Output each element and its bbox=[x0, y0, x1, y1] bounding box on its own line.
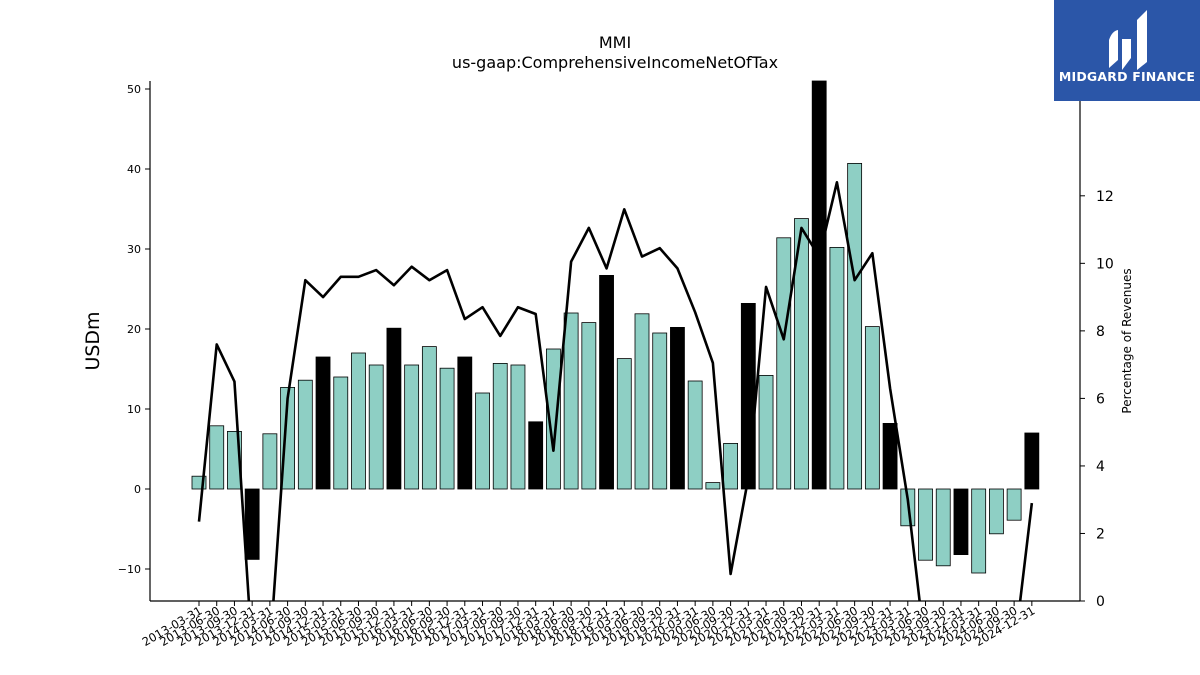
y2-tick-label: 6 bbox=[1096, 391, 1105, 407]
line-series bbox=[197, 181, 1034, 601]
bar bbox=[510, 364, 526, 490]
bar bbox=[935, 488, 951, 567]
bar bbox=[492, 362, 508, 490]
bar bbox=[244, 488, 260, 560]
bar bbox=[634, 313, 650, 490]
chart-subtitle: us-gaap:ComprehensiveIncomeNetOfTax bbox=[452, 53, 778, 72]
y2-tick-label: 4 bbox=[1096, 459, 1105, 475]
y-tick-label: 0 bbox=[134, 483, 141, 496]
bar bbox=[333, 376, 349, 490]
y-axis-label: USDm bbox=[82, 311, 104, 370]
bar bbox=[528, 421, 544, 490]
bar bbox=[386, 327, 402, 490]
bar bbox=[475, 392, 490, 490]
bar bbox=[262, 433, 278, 490]
bar bbox=[864, 326, 880, 490]
bar bbox=[599, 274, 614, 490]
bar bbox=[351, 352, 366, 490]
bar bbox=[953, 488, 969, 555]
bar bbox=[723, 442, 738, 490]
bar bbox=[740, 302, 756, 490]
bar bbox=[776, 237, 792, 490]
bar-series bbox=[191, 80, 1040, 574]
bar bbox=[581, 322, 597, 490]
bar bbox=[811, 80, 827, 490]
bar bbox=[918, 488, 933, 561]
bar bbox=[1024, 432, 1040, 490]
bar bbox=[404, 364, 420, 490]
bar bbox=[546, 348, 561, 490]
y-tick-label: −10 bbox=[118, 563, 141, 576]
logo-mark-icon bbox=[1109, 10, 1147, 70]
bar bbox=[652, 332, 668, 490]
bar bbox=[847, 162, 863, 490]
bar bbox=[457, 356, 473, 490]
bar bbox=[439, 367, 455, 490]
y2-axis-label: Percentage of Revenues bbox=[1120, 268, 1134, 413]
bar bbox=[297, 379, 313, 490]
axes: −10010203040500246810122013-03-312013-06… bbox=[118, 81, 1114, 649]
y-tick-label: 40 bbox=[127, 163, 141, 176]
bar bbox=[670, 326, 685, 490]
y-tick-label: 30 bbox=[127, 243, 141, 256]
bar bbox=[758, 374, 774, 490]
bar bbox=[989, 488, 1004, 535]
y2-tick-label: 12 bbox=[1096, 189, 1114, 205]
bar bbox=[368, 364, 384, 490]
bar bbox=[421, 346, 437, 490]
chart-title: MMI bbox=[599, 33, 631, 52]
bar bbox=[563, 312, 579, 490]
bar bbox=[829, 246, 845, 490]
bar bbox=[315, 356, 331, 490]
y2-tick-label: 10 bbox=[1096, 256, 1114, 272]
line-path bbox=[197, 181, 1034, 601]
bar bbox=[616, 358, 632, 490]
bar bbox=[1006, 488, 1022, 521]
bar bbox=[971, 488, 987, 574]
logo-text: MIDGARD FINANCE bbox=[1058, 69, 1196, 84]
bar bbox=[687, 380, 703, 490]
midgard-finance-logo: MIDGARD FINANCE bbox=[1054, 0, 1200, 101]
bar bbox=[794, 218, 809, 490]
y-tick-label: 10 bbox=[127, 403, 141, 416]
y2-tick-label: 0 bbox=[1096, 594, 1105, 610]
y-tick-label: 20 bbox=[127, 323, 141, 336]
bar bbox=[882, 422, 898, 490]
bar bbox=[705, 482, 721, 490]
y2-tick-label: 2 bbox=[1096, 526, 1105, 542]
y2-tick-label: 8 bbox=[1096, 324, 1105, 340]
y-tick-label: 50 bbox=[127, 83, 141, 96]
bar bbox=[209, 425, 225, 490]
